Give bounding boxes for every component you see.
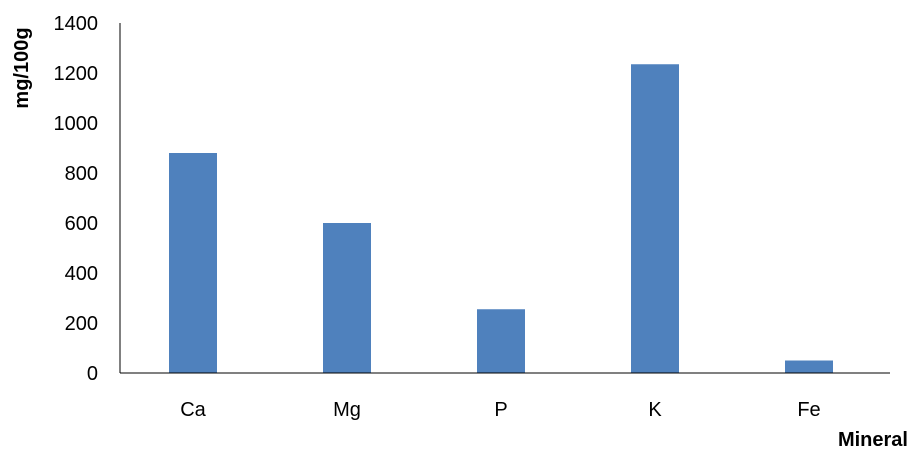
bar-mg: [323, 223, 371, 373]
x-tick-label: K: [648, 399, 662, 421]
y-tick-label: 200: [65, 313, 98, 335]
x-tick-label: P: [494, 399, 507, 421]
bar-ca: [169, 153, 217, 373]
y-axis-title: mg/100g: [11, 27, 33, 108]
bar-fe: [785, 360, 833, 373]
x-tick-label: Fe: [797, 399, 820, 421]
bar-p: [477, 309, 525, 373]
x-tick-labels: Ca Mg P K Fe: [180, 399, 820, 421]
x-axis-title: Mineral: [838, 429, 908, 451]
y-tick-labels: 0 200 400 600 800 1000 1200 1400: [54, 13, 99, 385]
x-tick-label: Mg: [333, 399, 361, 421]
bar-k: [631, 64, 679, 373]
bars-group: [169, 64, 833, 373]
y-tick-label: 1400: [54, 13, 99, 35]
y-tick-label: 1200: [54, 63, 99, 85]
y-tick-label: 400: [65, 263, 98, 285]
y-tick-label: 800: [65, 163, 98, 185]
x-tick-label: Ca: [180, 399, 206, 421]
y-tick-label: 1000: [54, 113, 99, 135]
y-tick-label: 600: [65, 213, 98, 235]
y-tick-label: 0: [87, 363, 98, 385]
